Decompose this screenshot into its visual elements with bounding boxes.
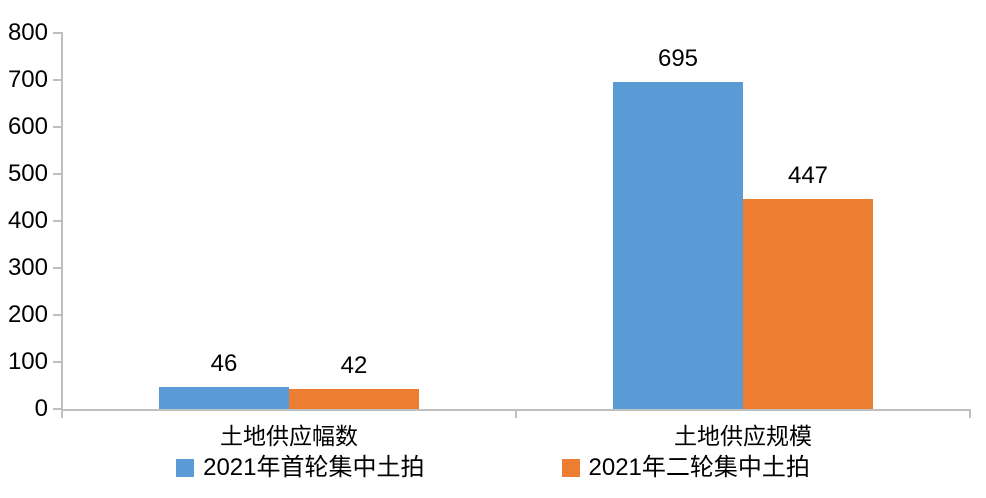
y-tick <box>53 79 61 81</box>
legend-swatch-orange <box>561 459 580 477</box>
y-tick <box>53 173 61 175</box>
legend-label-second-round: 2021年二轮集中土拍 <box>588 454 810 481</box>
bar-value-label: 42 <box>340 352 368 379</box>
y-tick-label: 800 <box>7 19 48 46</box>
y-tick-label: 700 <box>7 66 48 93</box>
y-tick <box>53 361 61 363</box>
x-tick <box>515 411 517 418</box>
legend: 2021年首轮集中土拍 2021年二轮集中土拍 <box>0 455 986 481</box>
bar-value-label: 695 <box>657 45 699 72</box>
y-tick-label: 100 <box>7 348 48 375</box>
x-tick <box>969 411 971 418</box>
y-axis-line <box>61 32 63 411</box>
bar-土地供应规模-2021年首轮集中土拍 <box>613 82 743 409</box>
y-tick <box>53 32 61 34</box>
bar-土地供应幅数-2021年二轮集中土拍 <box>289 389 419 409</box>
bar-土地供应规模-2021年二轮集中土拍 <box>743 199 873 409</box>
legend-label-first-round: 2021年首轮集中土拍 <box>203 454 425 481</box>
y-tick <box>53 267 61 269</box>
y-tick <box>53 126 61 128</box>
y-tick-label: 0 <box>34 395 48 422</box>
y-tick-label: 200 <box>7 301 48 328</box>
y-tick <box>53 408 61 410</box>
legend-item-first-round: 2021年首轮集中土拍 <box>176 454 425 481</box>
legend-item-second-round: 2021年二轮集中土拍 <box>561 454 810 481</box>
category-label: 土地供应幅数 <box>220 423 358 449</box>
y-tick <box>53 314 61 316</box>
x-tick <box>61 411 63 418</box>
category-label: 土地供应规模 <box>674 423 812 449</box>
x-axis-line <box>61 409 971 411</box>
y-tick-label: 400 <box>7 207 48 234</box>
y-tick-label: 300 <box>7 254 48 281</box>
y-tick-label: 600 <box>7 113 48 140</box>
legend-swatch-blue <box>176 459 195 477</box>
bar-value-label: 46 <box>210 350 238 377</box>
y-tick <box>53 220 61 222</box>
bar-value-label: 447 <box>787 162 829 189</box>
bar-土地供应幅数-2021年首轮集中土拍 <box>159 387 289 409</box>
y-tick-label: 500 <box>7 160 48 187</box>
